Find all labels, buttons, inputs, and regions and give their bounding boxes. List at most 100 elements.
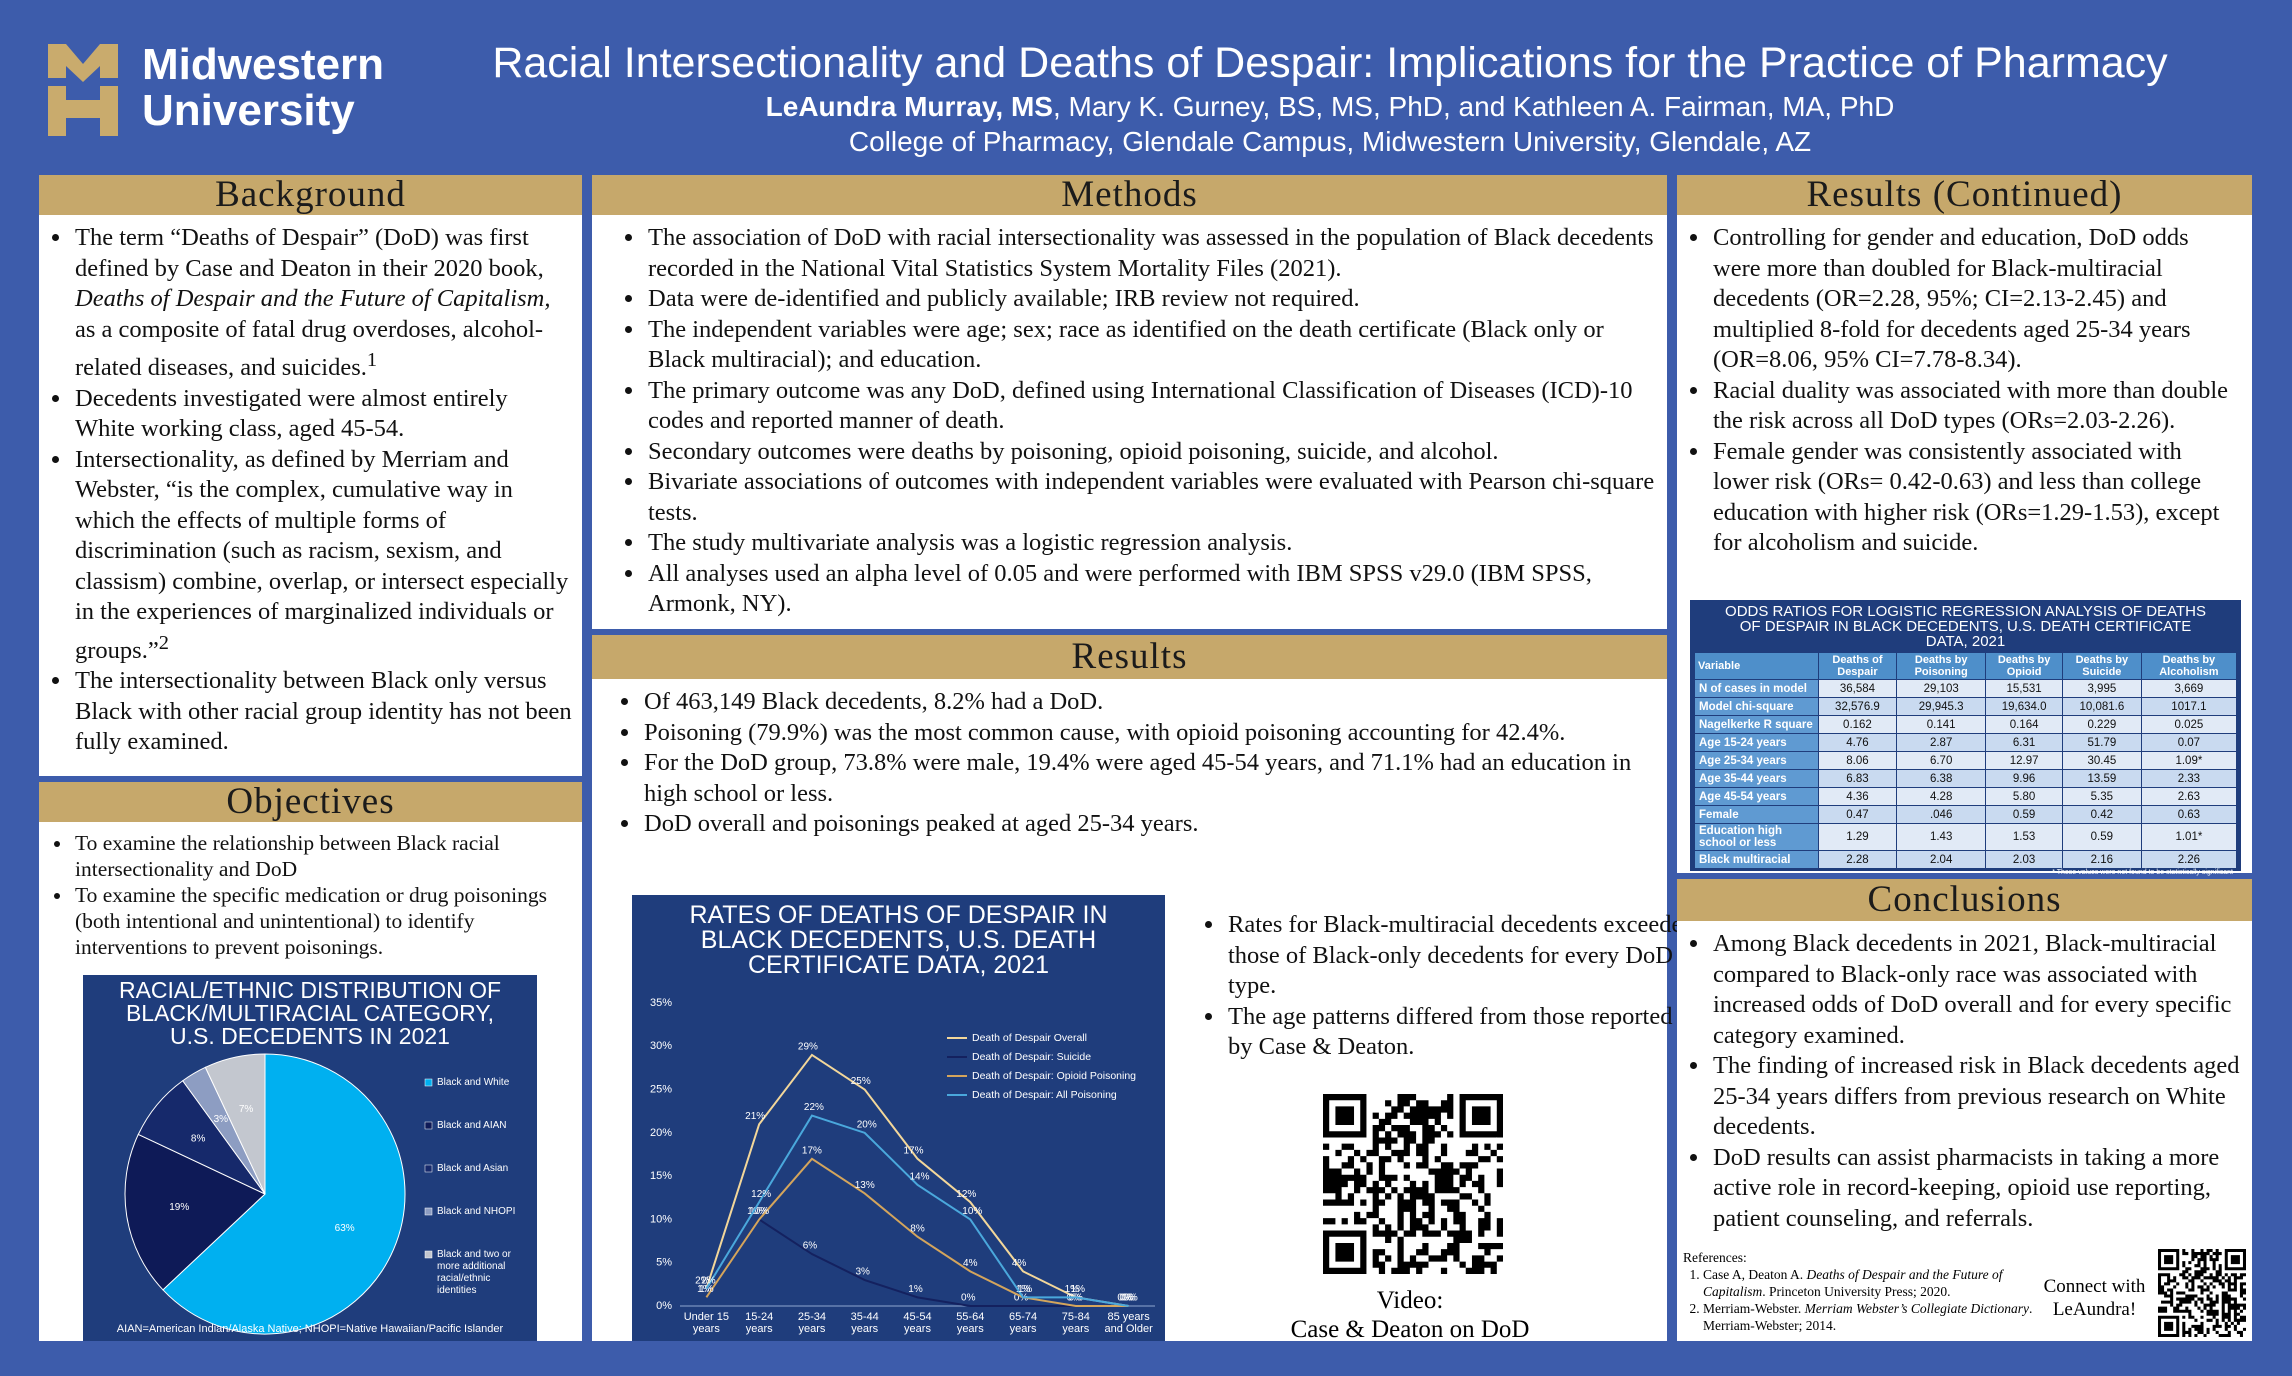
line-chart: RATES OF DEATHS OF DESPAIR IN BLACK DECE… xyxy=(632,895,1165,1341)
text: Case A, Deaton A. xyxy=(1703,1267,1807,1282)
qr-code[interactable] xyxy=(2158,1249,2246,1337)
bullet: The term “Deaths of Despair” (DoD) was f… xyxy=(73,223,572,384)
bullet: Racial duality was associated with more … xyxy=(1711,376,2242,437)
chart-title: RATES OF DEATHS OF DESPAIR IN BLACK DECE… xyxy=(689,901,1108,979)
bullet: DoD results can assist pharmacists in ta… xyxy=(1711,1143,2242,1235)
bullet: To examine the specific medication or dr… xyxy=(73,882,572,960)
data-label: 13% xyxy=(855,1180,875,1191)
data-label: 6% xyxy=(803,1241,818,1252)
table-row: Female 0.47.046 0.59 0.42 0.63 xyxy=(1695,806,2236,823)
data-label: 12% xyxy=(956,1189,976,1200)
logo-line: Midwestern xyxy=(142,40,385,89)
table-cell: Age 35-44 years xyxy=(1695,770,1818,787)
table-row: Age 25-34 years 8.06 6.70 12.97 30.45 1.09* xyxy=(1695,752,2236,769)
table-cell: 13.59 xyxy=(2062,770,2141,787)
table-cell: 12.97 xyxy=(1986,752,2062,769)
text: Deaths of Despair and the Future of Capi… xyxy=(1703,1267,2003,1299)
contact: Connect with LeAundra! xyxy=(2043,1276,2146,1320)
qr-code[interactable] xyxy=(1323,1094,1503,1274)
table-cell: 9.96 xyxy=(1986,770,2062,787)
table-cell: 5.35 xyxy=(2062,788,2141,805)
data-label: 1% xyxy=(1065,1284,1080,1295)
text: Merriam-Webster. xyxy=(1703,1301,1805,1316)
data-label: 1% xyxy=(1016,1284,1031,1295)
bullet: DoD overall and poisonings peaked at age… xyxy=(642,809,1657,840)
bullet: Female gender was consistently associate… xyxy=(1711,437,2242,559)
legend-swatch xyxy=(424,1207,433,1216)
bullet-list: The term “Deaths of Despair” (DoD) was f… xyxy=(39,223,572,758)
y-tick-label: 15% xyxy=(650,1170,672,1182)
bullet-list: The association of DoD with racial inter… xyxy=(612,223,1657,620)
bullet-list: Controlling for gender and education, Do… xyxy=(1677,223,2242,559)
legend-label: Black and AIAN xyxy=(437,1120,507,1131)
x-tick-label: 85 years and Older xyxy=(1104,1311,1153,1335)
section-heading: Methods xyxy=(592,175,1667,215)
table-cell: Age 25-34 years xyxy=(1695,752,1818,769)
pie-chart: RACIAL/ETHNIC DISTRIBUTION OF BLACK/MULT… xyxy=(83,975,537,1341)
line-plot: 0% 5% 10% 15% 20% 25% 30% 35% 2% 21% 29% 25% 17% 12% 4… xyxy=(650,997,1155,1312)
table-cell: 8.06 xyxy=(1818,752,1897,769)
text: . Merriam-Webster; 2014. xyxy=(1703,1301,2033,1333)
table: Variable Deaths of Despair Deaths by Poiso… xyxy=(1694,652,2237,869)
pie-slice xyxy=(162,1053,406,1335)
data-label: 20% xyxy=(857,1119,877,1130)
table-cell: 1.09* xyxy=(2141,752,2236,769)
bullet: The age patterns differed from those rep… xyxy=(1226,1002,1696,1063)
legend-label: Death of Despair: Opioid Poisoning xyxy=(972,1070,1136,1082)
section-heading: Objectives xyxy=(39,782,582,822)
table-cell: Nagelkerke R square xyxy=(1695,716,1818,733)
legend-swatch xyxy=(424,1164,433,1173)
table-cell: 6.31 xyxy=(1986,734,2062,751)
x-tick-label: Under 15 years xyxy=(683,1311,729,1335)
text: The term “Deaths of Despair” (DoD) was f… xyxy=(75,224,544,282)
bullet: The primary outcome was any DoD, defined… xyxy=(646,376,1657,437)
bullet: For the DoD group, 73.8% were male, 19.4… xyxy=(642,748,1657,809)
table-cell: 29,945.3 xyxy=(1897,698,1986,715)
table-cell: 3,669 xyxy=(2141,680,2236,697)
legend-swatch xyxy=(424,1250,433,1259)
table-cell: 5.80 xyxy=(1986,788,2062,805)
caption-line: Case & Deaton on DoD xyxy=(1290,1316,1530,1343)
data-label: 3% xyxy=(214,1114,229,1125)
data-label: 0% xyxy=(1123,1293,1138,1304)
legend-label: Death of Despair Overall xyxy=(972,1032,1087,1044)
table-cell: 0.229 xyxy=(2062,716,2141,733)
data-label: 63% xyxy=(335,1223,355,1234)
data-label: 0% xyxy=(1121,1293,1136,1304)
data-label: 19% xyxy=(169,1202,189,1213)
legend-swatch xyxy=(424,1078,433,1087)
table-cell: 32,576.9 xyxy=(1818,698,1897,715)
y-tick-label: 35% xyxy=(650,997,672,1009)
pie-slice xyxy=(204,1053,266,1195)
data-label: 4% xyxy=(963,1258,978,1269)
citation: 1 xyxy=(366,349,378,371)
data-label: 8% xyxy=(191,1133,206,1144)
table-wrap: Variable Deaths of Despair Deaths by Poiso… xyxy=(1690,652,2241,869)
table-row: Nagelkerke R square 0.162 0.141 0.164 0.229 0… xyxy=(1695,716,2236,733)
bullet: The association of DoD with racial inter… xyxy=(646,223,1657,284)
x-tick-label: 55-64 years xyxy=(956,1311,985,1335)
column-header: Deaths by Poisoning xyxy=(1897,653,1986,679)
reference: Case A, Deaton A. Deaths of Despair and … xyxy=(1703,1266,2033,1300)
table-cell: 0.59 xyxy=(1986,806,2062,823)
column-header: Variable xyxy=(1695,653,1818,679)
references-heading: References: xyxy=(1683,1250,1747,1265)
bullet: Secondary outcomes were deaths by poison… xyxy=(646,437,1657,468)
logo-line: University xyxy=(142,86,355,135)
legend-label: Black and NHOPI xyxy=(437,1206,516,1217)
pie-plot: 63% 19% 8% 3% 7% xyxy=(124,1053,433,1335)
table-cell: 0.141 xyxy=(1897,716,1986,733)
text: Merriam Webster’s Collegiate Dictionary xyxy=(1804,1301,2029,1316)
table-cell: 2.63 xyxy=(2141,788,2236,805)
x-tick-label: 45-54 years xyxy=(903,1311,932,1335)
bullet: Data were de-identified and publicly ava… xyxy=(646,284,1657,315)
data-label: 1% xyxy=(697,1284,712,1295)
text: as a composite of fatal drug overdoses, … xyxy=(75,315,544,382)
table-row: Age 15-24 years 4.76 2.87 6.31 51.79 0.07 xyxy=(1695,734,2236,751)
citation: 2 xyxy=(158,631,169,654)
bullet: Rates for Black-multiracial decedents ex… xyxy=(1226,910,1696,1002)
data-label: 1% xyxy=(1018,1284,1033,1295)
table-cell: 0.59 xyxy=(2062,824,2141,850)
legend-label: Death of Despair: Suicide xyxy=(972,1051,1091,1063)
table-cell: 1.43 xyxy=(1897,824,1986,850)
